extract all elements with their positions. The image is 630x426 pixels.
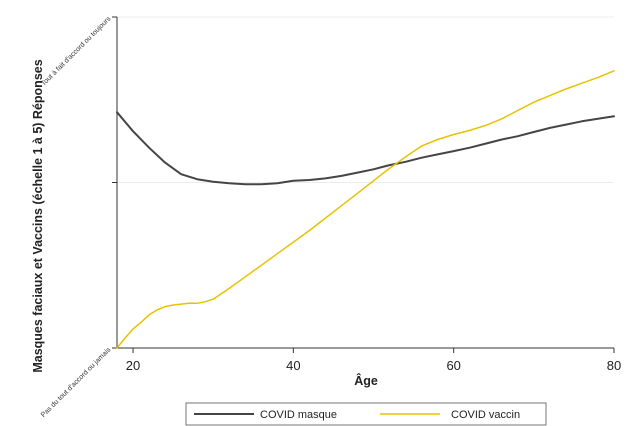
gridlines [117,16,614,349]
x-axis-title: Âge [354,373,378,388]
series-line-0 [116,111,615,186]
y-ticks: Pas du tout d'accord ou jamais Tout à fai… [40,15,117,419]
x-ticks: 20 40 60 80 [126,348,621,373]
y-tick-label-0: Pas du tout d'accord ou jamais [40,346,113,419]
legend-label-covid-masque: COVID masque [260,409,337,421]
x-tick-label-1: 40 [286,358,300,373]
legend: COVID masque COVID vaccin [185,402,547,426]
x-tick-label-0: 20 [126,358,140,373]
y-axis-title: Masques faciaux et Vaccins (échelle 1 à … [31,59,45,372]
series-lines [116,70,615,349]
series-line-1 [116,70,615,349]
legend-label-covid-vaccin: COVID vaccin [451,409,520,421]
x-tick-label-2: 60 [446,358,460,373]
x-tick-label-3: 80 [607,358,621,373]
legend-box [185,402,547,426]
y-tick-label-2: Tout à fait d'accord ou toujours [40,15,113,88]
